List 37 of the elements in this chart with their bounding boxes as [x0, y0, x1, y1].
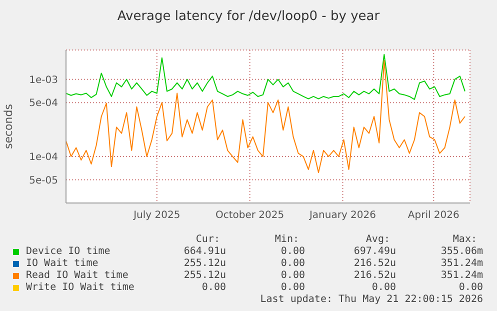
y-tick-label: 1e-03 [29, 74, 58, 86]
text: 255.12u [184, 258, 226, 269]
y-tick-label: 5e-04 [29, 98, 58, 110]
legend-label: Read IO Wait time [26, 270, 128, 281]
text: 216.52u [354, 270, 396, 281]
legend-label: Write IO Wait time [26, 282, 134, 293]
text: Min: [274, 234, 299, 245]
text: 355.06m [440, 246, 483, 257]
text: 0.00 [202, 282, 226, 293]
text: Max: [452, 234, 477, 245]
text: 351.24m [440, 258, 483, 269]
text: 697.49u [354, 246, 396, 257]
y-tick-label: 1e-04 [29, 152, 58, 164]
x-tick-label: October 2025 [215, 210, 284, 222]
text: 0.00 [280, 282, 305, 293]
y-tick-label: 5e-05 [29, 175, 58, 186]
x-tick-label: April 2026 [408, 210, 460, 222]
text: Last update: Thu May 21 22:00:15 2026 [260, 294, 483, 305]
legend-label: Device IO time [26, 246, 110, 257]
text: 351.24m [440, 270, 483, 281]
text: 216.52u [354, 258, 396, 269]
text: 0.00 [372, 282, 396, 293]
x-tick-label: January 2026 [308, 210, 376, 222]
y-axis-title: seconds [2, 104, 15, 149]
text: Cur: [196, 234, 220, 245]
text: 664.91u [184, 246, 226, 257]
text: 0.00 [280, 258, 305, 269]
legend-label: IO Wait time [26, 258, 98, 269]
line-series [66, 54, 466, 100]
text: 0.00 [458, 282, 483, 293]
chart-title: Average latency for /dev/loop0 - by year [116, 9, 381, 24]
text: 255.12u [184, 270, 226, 281]
line-series [66, 60, 466, 174]
text: Avg: [366, 234, 390, 245]
x-tick-label: July 2025 [132, 210, 180, 222]
text: 0.00 [280, 246, 305, 257]
text: 0.00 [280, 270, 305, 281]
